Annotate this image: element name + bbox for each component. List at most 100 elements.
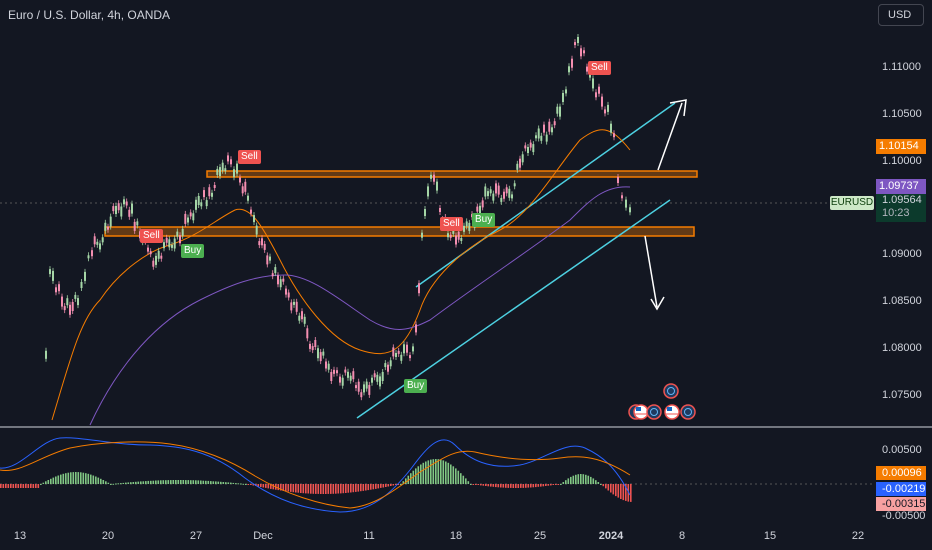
histogram-bar: [312, 484, 315, 494]
histogram-bar: [567, 478, 570, 484]
macd-line: [0, 437, 631, 513]
histogram-bar: [607, 484, 610, 491]
histogram-bar: [340, 484, 342, 494]
histogram-bar: [292, 484, 295, 493]
signal-value-tag: 0.00096: [876, 466, 926, 480]
histogram-bar: [400, 484, 402, 485]
histogram-bar: [257, 484, 260, 487]
us-flag-icon[interactable]: [628, 404, 649, 420]
globe-icon[interactable]: [646, 404, 662, 420]
histogram-bar: [345, 484, 347, 493]
resistance-zone: [206, 170, 698, 178]
buy-signal[interactable]: Buy: [472, 213, 496, 227]
histogram-bar: [202, 480, 205, 484]
time-axis-label: 11: [363, 530, 375, 542]
histogram-bar: [125, 482, 127, 484]
histogram-bar: [200, 480, 202, 484]
sell-signal[interactable]: Sell: [238, 150, 261, 164]
histogram-bar: [457, 470, 460, 484]
histogram-bar: [12, 484, 15, 488]
histogram-bar: [55, 476, 57, 484]
histogram-bar: [252, 484, 255, 486]
sell-signal[interactable]: Sell: [140, 229, 163, 243]
histogram-bar: [585, 474, 587, 484]
histogram-bar: [612, 484, 615, 495]
histogram-bar: [430, 459, 432, 484]
histogram-bar: [107, 482, 110, 484]
histogram-bar: [222, 482, 225, 484]
histogram-bar: [320, 484, 322, 494]
histogram-bar: [232, 482, 235, 484]
histogram-bar: [82, 472, 85, 484]
macd-value-tag: -0.00219: [876, 482, 926, 496]
indicator-axis-label: -0.00500: [882, 510, 926, 522]
current-price-tag: 1.09564 10:23: [876, 194, 926, 222]
histogram-bar: [380, 484, 382, 488]
histogram-bar: [85, 473, 87, 484]
histogram-bar: [575, 474, 577, 484]
histogram-bar: [542, 484, 545, 487]
histogram-bar: [547, 484, 550, 486]
histogram-bar: [507, 484, 510, 488]
histogram-bar: [300, 484, 302, 493]
histogram-bar: [375, 484, 377, 489]
histogram-bar: [132, 482, 135, 484]
histogram-bar: [155, 480, 157, 484]
ema-purple-line: [89, 186, 631, 426]
histogram-bar: [562, 482, 565, 484]
histogram-bar: [22, 484, 25, 488]
histogram-bar: [5, 484, 7, 488]
histogram-bar: [357, 484, 360, 492]
histogram-bar: [175, 480, 177, 484]
histogram-bar: [377, 484, 380, 489]
histogram-bar: [97, 477, 100, 484]
sell-signal[interactable]: Sell: [588, 61, 611, 75]
sell-signal[interactable]: Sell: [440, 217, 463, 231]
us-flag-icon[interactable]: [664, 404, 680, 420]
histogram-bar: [550, 484, 552, 486]
histogram-bar: [615, 484, 617, 497]
ema-orange-price-tag: 1.10154: [876, 139, 926, 154]
histogram-bar: [105, 481, 107, 484]
down-arrow-head: [650, 296, 665, 311]
histogram-bar: [467, 481, 470, 484]
histogram-bar: [395, 484, 397, 485]
histogram-bar: [372, 484, 375, 490]
histogram-bar: [150, 480, 152, 484]
histogram-bar: [477, 484, 480, 485]
histogram-bar: [115, 483, 117, 485]
bar-countdown: 10:23: [882, 207, 910, 219]
histogram-bar: [492, 484, 495, 487]
histogram-bar: [2, 484, 5, 488]
time-axis-label: 25: [533, 530, 547, 542]
histogram-bar: [217, 481, 220, 484]
histogram-bar: [215, 481, 217, 484]
histogram-bar: [557, 484, 560, 485]
buy-signal[interactable]: Buy: [181, 244, 205, 258]
symbol-title: Euro / U.S. Dollar, 4h, OANDA: [8, 8, 171, 22]
globe-icon[interactable]: [680, 404, 696, 420]
histogram-bar: [290, 484, 292, 492]
histogram-bar: [282, 484, 285, 491]
globe-icon[interactable]: [663, 383, 679, 399]
histogram-bar: [172, 480, 175, 484]
histogram-bar: [535, 484, 537, 488]
currency-button[interactable]: USD: [878, 4, 924, 26]
histogram-bar: [447, 462, 450, 484]
histogram-bar: [152, 480, 155, 484]
histogram-bar: [135, 481, 137, 484]
histogram-bar: [495, 484, 497, 488]
histogram-bar: [62, 473, 65, 484]
histogram-bar: [552, 484, 555, 485]
buy-signal[interactable]: Buy: [404, 379, 428, 393]
histogram-bar: [335, 484, 337, 494]
histogram-bar: [112, 483, 115, 485]
histogram-bar: [260, 484, 262, 487]
histogram-bar: [405, 478, 407, 484]
histogram-bar: [127, 482, 130, 484]
histogram-bar: [187, 480, 190, 484]
histogram-bar: [485, 484, 487, 486]
